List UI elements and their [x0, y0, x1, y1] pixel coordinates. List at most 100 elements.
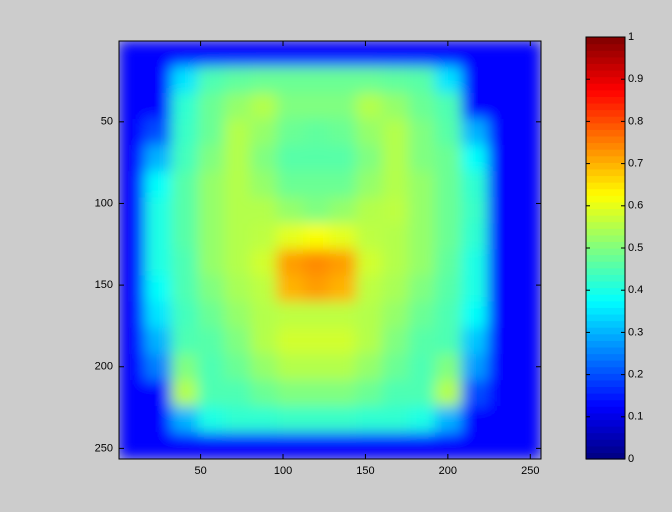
heatmap-cell	[224, 432, 251, 459]
heatmap-cell	[277, 328, 304, 355]
heatmap-cell	[461, 432, 488, 459]
colorbar-segment	[586, 44, 625, 51]
heatmap-cell	[250, 145, 277, 172]
heatmap-cell	[330, 171, 357, 198]
heatmap-cell	[461, 93, 488, 120]
heatmap-cell	[250, 223, 277, 250]
heatmap-cell	[435, 354, 462, 381]
heatmap-cell	[514, 276, 541, 303]
heatmap-cell	[198, 93, 225, 120]
heatmap-cell	[409, 119, 436, 146]
heatmap-cell	[119, 406, 146, 433]
heatmap-cell	[224, 328, 251, 355]
heatmap-cell	[303, 145, 330, 172]
colorbar-segment	[586, 274, 625, 281]
colorbar-segment	[586, 281, 625, 288]
colorbar-segment	[586, 162, 625, 169]
x-tick-label: 100	[274, 465, 292, 477]
colorbar-segment	[586, 446, 625, 453]
heatmap-cell	[382, 171, 409, 198]
colorbar-segment	[586, 182, 625, 189]
heatmap-cell	[382, 406, 409, 433]
y-tick-label: 50	[101, 116, 113, 128]
heatmap-cell	[330, 354, 357, 381]
heatmap-cell	[356, 119, 383, 146]
heatmap-cell	[119, 119, 146, 146]
colorbar-tick-label: 0.5	[628, 242, 643, 254]
heatmap-cell	[198, 276, 225, 303]
heatmap-cell	[145, 119, 172, 146]
colorbar: 00.10.20.30.40.50.60.70.80.91	[586, 31, 643, 465]
heatmap-cell	[250, 302, 277, 329]
colorbar-segment	[586, 143, 625, 150]
heatmap-cell	[303, 67, 330, 94]
heatmap-cell	[409, 93, 436, 120]
heatmap-cell	[461, 223, 488, 250]
heatmap-cell	[224, 223, 251, 250]
heatmap-cell	[145, 276, 172, 303]
heatmap-cell	[119, 67, 146, 94]
colorbar-segment	[586, 70, 625, 77]
colorbar-segment	[586, 169, 625, 176]
colorbar-segment	[586, 334, 625, 341]
colorbar-segment	[586, 235, 625, 242]
heatmap-cell	[356, 223, 383, 250]
heatmap-cell	[435, 380, 462, 407]
colorbar-segment	[586, 439, 625, 446]
colorbar-segment	[586, 103, 625, 110]
heatmap-cell	[356, 93, 383, 120]
colorbar-segment	[586, 37, 625, 44]
heatmap-cell	[488, 171, 515, 198]
colorbar-segment	[586, 261, 625, 268]
heatmap-cell	[198, 432, 225, 459]
colorbar-segment	[586, 50, 625, 57]
heatmap-cell	[198, 250, 225, 277]
heatmap-cell	[119, 302, 146, 329]
colorbar-tick-label: 0	[628, 453, 634, 465]
heatmap-cell	[488, 380, 515, 407]
colorbar-tick-label: 0.2	[628, 369, 643, 381]
heatmap-cell	[277, 145, 304, 172]
heatmap-cell	[488, 119, 515, 146]
heatmap-cell	[145, 67, 172, 94]
heatmap-cell	[171, 276, 198, 303]
colorbar-segment	[586, 433, 625, 440]
heatmap-cell	[224, 380, 251, 407]
heatmap-cell	[461, 119, 488, 146]
heatmap-cell	[277, 67, 304, 94]
colorbar-segment	[586, 307, 625, 314]
heatmap-cell	[119, 432, 146, 459]
heatmap-cell	[119, 197, 146, 224]
heatmap-cell	[171, 406, 198, 433]
heatmap-cell	[277, 41, 304, 68]
heatmap-cell	[224, 354, 251, 381]
heatmap-cell	[303, 354, 330, 381]
colorbar-segment	[586, 208, 625, 215]
heatmap-cell	[356, 380, 383, 407]
heatmap-cell	[461, 302, 488, 329]
heatmap-cell	[356, 406, 383, 433]
heatmap-cell	[250, 354, 277, 381]
colorbar-segment	[586, 255, 625, 262]
heatmap-cell	[250, 119, 277, 146]
heatmap-cell	[488, 145, 515, 172]
colorbar-tick-label: 0.8	[628, 115, 643, 127]
heatmap-cell	[382, 223, 409, 250]
heatmap-cell	[277, 380, 304, 407]
colorbar-segment	[586, 393, 625, 400]
heatmap-cell	[250, 328, 277, 355]
heatmap-cell	[171, 432, 198, 459]
heatmap-cell	[409, 432, 436, 459]
heatmap-cell	[514, 250, 541, 277]
heatmap-cell	[198, 354, 225, 381]
heatmap-cell	[250, 171, 277, 198]
colorbar-segment	[586, 202, 625, 209]
colorbar-segment	[586, 321, 625, 328]
heatmap-cell	[250, 250, 277, 277]
heatmap-cell	[198, 302, 225, 329]
colorbar-segment	[586, 413, 625, 420]
heatmap-cell	[303, 380, 330, 407]
heatmap-cell	[409, 223, 436, 250]
heatmap-cell	[435, 432, 462, 459]
heatmap-cell	[382, 145, 409, 172]
